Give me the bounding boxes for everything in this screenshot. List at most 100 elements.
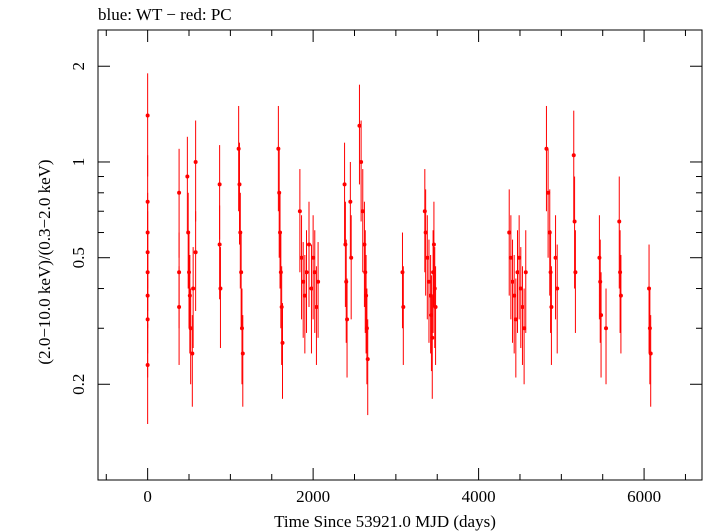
data-point bbox=[301, 279, 306, 284]
data-point bbox=[304, 270, 309, 275]
data-point bbox=[365, 357, 370, 362]
data-point bbox=[238, 230, 243, 235]
data-point bbox=[517, 255, 522, 260]
data-point bbox=[647, 326, 652, 331]
data-point bbox=[425, 255, 430, 260]
data-point bbox=[422, 209, 427, 214]
data-point bbox=[363, 270, 368, 275]
data-point bbox=[191, 286, 196, 291]
data-point bbox=[433, 304, 438, 309]
data-point bbox=[512, 293, 517, 298]
data-point bbox=[426, 279, 431, 284]
data-point bbox=[571, 153, 576, 158]
data-point bbox=[236, 146, 241, 151]
data-point bbox=[507, 230, 512, 235]
data-point bbox=[309, 286, 314, 291]
data-point bbox=[145, 317, 150, 322]
data-point bbox=[544, 146, 549, 151]
data-point bbox=[345, 317, 350, 322]
plot-frame bbox=[97, 29, 703, 481]
data-point bbox=[145, 362, 150, 367]
data-point bbox=[508, 255, 513, 260]
data-point bbox=[513, 317, 518, 322]
axis-ticks: 0 2000 4000 6000 0.2 0.5 1 2 bbox=[69, 30, 702, 506]
chart-title: blue: WT − red: PC bbox=[98, 5, 232, 24]
data-point bbox=[520, 304, 525, 309]
x-tick-label: 6000 bbox=[627, 487, 661, 506]
data-point bbox=[357, 123, 362, 128]
data-point bbox=[573, 270, 578, 275]
data-point bbox=[547, 230, 552, 235]
data-point bbox=[177, 190, 182, 195]
data-point bbox=[548, 270, 553, 275]
data-point bbox=[177, 304, 182, 309]
x-tick-label: 0 bbox=[143, 487, 152, 506]
y-tick-label: 0.5 bbox=[69, 247, 88, 268]
data-point bbox=[432, 286, 437, 291]
data-point bbox=[217, 242, 222, 247]
data-point bbox=[364, 293, 369, 298]
x-tick-label: 2000 bbox=[296, 487, 330, 506]
data-point bbox=[362, 242, 367, 247]
data-point bbox=[316, 279, 321, 284]
data-point bbox=[187, 270, 192, 275]
data-point bbox=[342, 182, 347, 187]
data-point bbox=[522, 326, 527, 331]
data-point bbox=[618, 270, 623, 275]
data-point bbox=[523, 270, 528, 275]
data-point bbox=[555, 286, 560, 291]
data-point bbox=[278, 270, 283, 275]
data-point bbox=[297, 209, 302, 214]
data-point bbox=[597, 255, 602, 260]
data-point bbox=[549, 304, 554, 309]
data-point bbox=[648, 351, 653, 356]
data-point bbox=[572, 219, 577, 224]
data-point bbox=[186, 230, 191, 235]
data-point bbox=[344, 279, 349, 284]
data-point bbox=[431, 242, 436, 247]
data-point bbox=[546, 190, 551, 195]
data-point bbox=[359, 159, 364, 164]
data-point bbox=[604, 326, 609, 331]
data-point bbox=[218, 286, 223, 291]
data-point bbox=[187, 293, 192, 298]
data-point bbox=[314, 304, 319, 309]
data-point bbox=[145, 113, 150, 118]
y-axis-label: (2.0−10.0 keV)/(0.3−2.0 keV) bbox=[35, 159, 54, 364]
data-point bbox=[518, 286, 523, 291]
data-point bbox=[599, 313, 604, 318]
data-point bbox=[430, 335, 435, 340]
data-point bbox=[193, 250, 198, 255]
data-point bbox=[401, 304, 406, 309]
data-point bbox=[190, 351, 195, 356]
data-point bbox=[423, 230, 428, 235]
x-tick-label: 4000 bbox=[462, 487, 496, 506]
data-point bbox=[278, 230, 283, 235]
data-point bbox=[217, 182, 222, 187]
data-point bbox=[400, 270, 405, 275]
data-points bbox=[145, 73, 653, 424]
data-point bbox=[343, 242, 348, 247]
data-point bbox=[302, 293, 307, 298]
data-point bbox=[306, 242, 311, 247]
data-point bbox=[349, 255, 354, 260]
data-point bbox=[277, 190, 282, 195]
data-point bbox=[510, 279, 515, 284]
data-point bbox=[237, 182, 242, 187]
data-point bbox=[276, 146, 281, 151]
y-tick-label: 0.2 bbox=[69, 374, 88, 395]
data-point bbox=[239, 270, 244, 275]
data-point bbox=[618, 293, 623, 298]
y-tick-label: 1 bbox=[69, 158, 88, 167]
data-point bbox=[364, 326, 369, 331]
data-point bbox=[188, 326, 193, 331]
y-tick-label: 2 bbox=[69, 62, 88, 71]
data-point bbox=[598, 279, 603, 284]
data-point bbox=[280, 340, 285, 345]
data-point bbox=[193, 159, 198, 164]
data-point bbox=[360, 209, 365, 214]
x-axis-label: Time Since 53921.0 MJD (days) bbox=[274, 512, 496, 531]
data-point bbox=[515, 270, 520, 275]
data-point bbox=[279, 304, 284, 309]
